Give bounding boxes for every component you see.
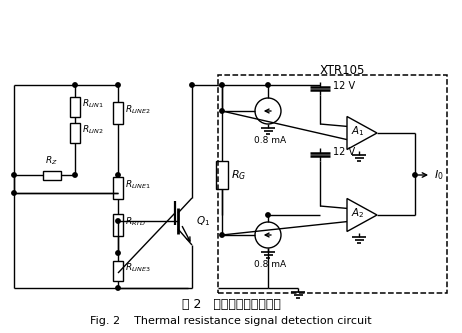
Bar bbox=[113, 102, 123, 124]
Circle shape bbox=[116, 83, 120, 87]
Circle shape bbox=[116, 173, 120, 177]
Circle shape bbox=[116, 219, 120, 223]
Bar bbox=[70, 97, 80, 117]
Text: $R_{LIN1}$: $R_{LIN1}$ bbox=[82, 98, 104, 110]
Text: $R_{RTD}$: $R_{RTD}$ bbox=[125, 216, 146, 228]
Text: 0.8 mA: 0.8 mA bbox=[254, 136, 286, 145]
Circle shape bbox=[12, 173, 16, 177]
Text: $R_{LIN2}$: $R_{LIN2}$ bbox=[82, 124, 104, 136]
Text: $A_1$: $A_1$ bbox=[351, 124, 365, 138]
Text: Fig. 2    Thermal resistance signal detection circuit: Fig. 2 Thermal resistance signal detecti… bbox=[90, 316, 372, 326]
Text: $R_{LINE3}$: $R_{LINE3}$ bbox=[125, 262, 151, 274]
Bar bbox=[43, 170, 61, 179]
Circle shape bbox=[12, 191, 16, 195]
Text: $R_G$: $R_G$ bbox=[231, 168, 246, 182]
Circle shape bbox=[73, 83, 77, 87]
Circle shape bbox=[116, 251, 120, 255]
Circle shape bbox=[266, 213, 270, 217]
Text: $I_0$: $I_0$ bbox=[434, 168, 444, 182]
Circle shape bbox=[266, 83, 270, 87]
Text: 12 V: 12 V bbox=[333, 147, 355, 157]
Circle shape bbox=[220, 109, 224, 113]
Circle shape bbox=[190, 83, 194, 87]
Bar bbox=[216, 161, 228, 189]
Circle shape bbox=[220, 233, 224, 237]
Circle shape bbox=[413, 173, 417, 177]
Text: 图 2   热电阻信号检测电路: 图 2 热电阻信号检测电路 bbox=[182, 298, 280, 311]
Text: XTR105: XTR105 bbox=[320, 64, 365, 77]
Text: $R_{LINE1}$: $R_{LINE1}$ bbox=[125, 179, 151, 191]
Bar bbox=[113, 214, 123, 236]
Text: $A_2$: $A_2$ bbox=[351, 206, 365, 220]
Text: $R_Z$: $R_Z$ bbox=[45, 155, 57, 167]
Circle shape bbox=[73, 173, 77, 177]
Text: 12 V: 12 V bbox=[333, 81, 355, 91]
Bar bbox=[113, 261, 123, 281]
Bar bbox=[218, 75, 447, 293]
Circle shape bbox=[220, 83, 224, 87]
Circle shape bbox=[116, 286, 120, 290]
Bar bbox=[113, 177, 123, 199]
Bar bbox=[70, 123, 80, 143]
Text: 0.8 mA: 0.8 mA bbox=[254, 260, 286, 269]
Text: $R_{LINE2}$: $R_{LINE2}$ bbox=[125, 104, 151, 116]
Text: $Q_1$: $Q_1$ bbox=[196, 214, 210, 228]
